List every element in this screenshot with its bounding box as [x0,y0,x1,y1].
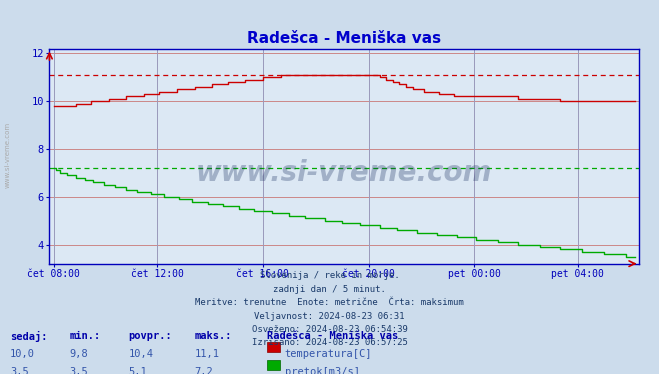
Text: zadnji dan / 5 minut.: zadnji dan / 5 minut. [273,285,386,294]
Text: maks.:: maks.: [194,331,232,341]
Text: min.:: min.: [69,331,100,341]
Title: Radešca - Meniška vas: Radešca - Meniška vas [247,31,442,46]
Text: 7,2: 7,2 [194,367,213,374]
Text: 3,5: 3,5 [69,367,88,374]
Text: Meritve: trenutne  Enote: metrične  Črta: maksimum: Meritve: trenutne Enote: metrične Črta: … [195,298,464,307]
Text: sedaj:: sedaj: [10,331,47,342]
Text: www.si-vreme.com: www.si-vreme.com [5,122,11,188]
Text: povpr.:: povpr.: [129,331,172,341]
Text: Izrisano: 2024-08-23 06:57:25: Izrisano: 2024-08-23 06:57:25 [252,338,407,347]
Text: 11,1: 11,1 [194,349,219,359]
Text: Veljavnost: 2024-08-23 06:31: Veljavnost: 2024-08-23 06:31 [254,312,405,321]
Text: 10,0: 10,0 [10,349,35,359]
Text: temperatura[C]: temperatura[C] [285,349,372,359]
Text: Osveženo: 2024-08-23 06:54:39: Osveženo: 2024-08-23 06:54:39 [252,325,407,334]
Text: 9,8: 9,8 [69,349,88,359]
Text: 5,1: 5,1 [129,367,147,374]
Text: pretok[m3/s]: pretok[m3/s] [285,367,360,374]
Text: Radešca - Meniška vas: Radešca - Meniška vas [267,331,398,341]
Text: Slovenija / reke in morje.: Slovenija / reke in morje. [260,271,399,280]
Text: 3,5: 3,5 [10,367,28,374]
Text: 10,4: 10,4 [129,349,154,359]
Text: www.si-vreme.com: www.si-vreme.com [196,159,492,187]
